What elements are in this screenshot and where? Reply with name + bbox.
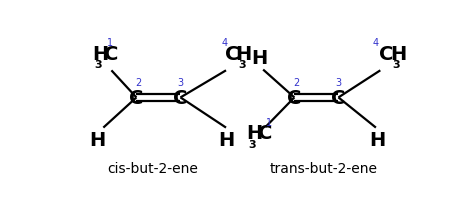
Text: H: H xyxy=(92,44,109,63)
Text: 2: 2 xyxy=(135,78,141,87)
Text: 3: 3 xyxy=(94,60,102,70)
Text: H: H xyxy=(251,49,268,68)
Text: trans-but-2-ene: trans-but-2-ene xyxy=(270,161,378,175)
Text: 1: 1 xyxy=(266,118,273,128)
Text: 3: 3 xyxy=(249,139,256,149)
Text: H: H xyxy=(390,44,406,63)
Text: H: H xyxy=(236,44,252,63)
Text: H: H xyxy=(246,124,263,143)
Text: C: C xyxy=(379,44,393,63)
Text: H: H xyxy=(369,130,385,149)
Text: 3: 3 xyxy=(238,60,246,70)
Text: C: C xyxy=(331,88,346,107)
Text: 3: 3 xyxy=(336,78,341,87)
Text: H: H xyxy=(218,130,235,149)
Text: C: C xyxy=(287,88,301,107)
Text: C: C xyxy=(258,124,273,143)
Text: C: C xyxy=(104,44,118,63)
Text: C: C xyxy=(173,88,188,107)
Text: C: C xyxy=(225,44,239,63)
Text: 4: 4 xyxy=(221,38,228,48)
Text: 1: 1 xyxy=(107,38,113,48)
Text: 2: 2 xyxy=(293,78,299,87)
Text: C: C xyxy=(129,88,144,107)
Text: 3: 3 xyxy=(392,60,400,70)
Text: 3: 3 xyxy=(177,78,183,87)
Text: cis-but-2-ene: cis-but-2-ene xyxy=(108,161,198,175)
Text: H: H xyxy=(90,130,106,149)
Text: 4: 4 xyxy=(372,38,378,48)
